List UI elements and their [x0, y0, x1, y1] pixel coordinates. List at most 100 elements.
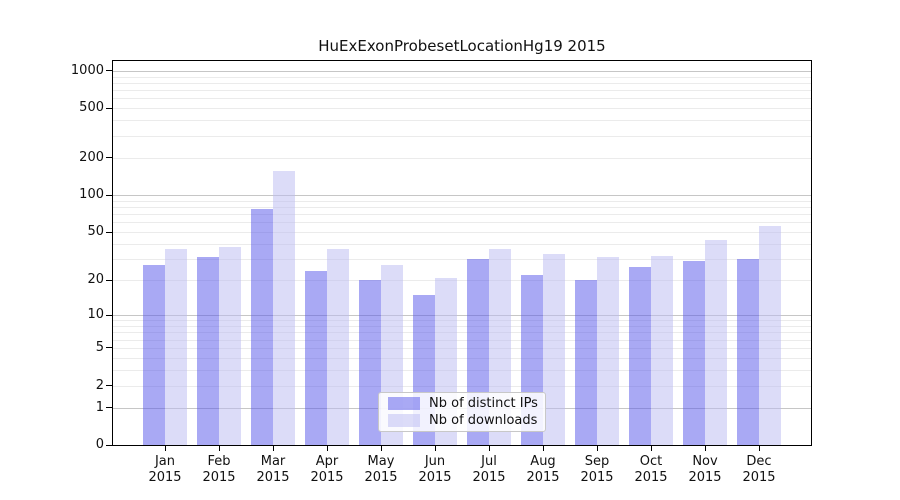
x-tick-label: Sep 2015	[580, 454, 614, 485]
gridline-minor	[113, 200, 811, 202]
x-tick	[434, 446, 436, 451]
gridline-minor	[113, 280, 811, 282]
x-tick-label: Feb 2015	[202, 454, 236, 485]
y-tick	[106, 279, 112, 281]
y-tick-label: 50	[87, 224, 104, 239]
y-tick-label: 100	[79, 187, 104, 202]
x-tick-label: Nov 2015	[688, 454, 722, 485]
legend: Nb of distinct IPs Nb of downloads	[378, 392, 546, 432]
gridline-minor	[113, 207, 811, 208]
y-tick	[106, 314, 112, 316]
bar-downloads	[327, 249, 349, 445]
legend-swatch-downloads	[388, 413, 420, 427]
y-tick-label: 2	[95, 377, 104, 393]
x-tick	[488, 446, 490, 451]
plot-area	[112, 60, 812, 446]
x-tick	[596, 446, 598, 451]
y-tick	[106, 347, 112, 349]
gridline-minor	[113, 369, 811, 371]
y-tick-label: 200	[79, 149, 104, 165]
y-tick-label: 1	[95, 399, 104, 415]
gridline-minor	[113, 347, 811, 349]
gridline-major	[113, 315, 811, 317]
x-tick	[704, 446, 706, 451]
gridline-minor	[113, 214, 811, 216]
x-tick-label: Oct 2015	[634, 454, 668, 485]
y-tick	[106, 157, 112, 159]
gridline-minor	[113, 222, 811, 224]
gridline-minor	[113, 232, 811, 233]
legend-label-downloads: Nb of downloads	[429, 412, 538, 428]
chart-title: HuExExonProbesetLocationHg19 2015	[318, 37, 606, 55]
legend-item-downloads: Nb of downloads	[388, 413, 539, 428]
bar-distinct-ips	[359, 280, 381, 445]
gridline-minor	[113, 135, 811, 137]
y-tick	[106, 231, 112, 233]
bar-downloads	[597, 257, 619, 445]
gridline-minor	[113, 90, 811, 92]
gridline-minor	[113, 332, 811, 334]
x-tick-label: Aug 2015	[526, 454, 560, 485]
gridline-minor	[113, 385, 811, 387]
y-tick	[106, 407, 112, 408]
bar-distinct-ips	[251, 209, 273, 445]
bar-distinct-ips	[197, 257, 219, 445]
gridline-minor	[113, 320, 811, 322]
bar-distinct-ips	[629, 266, 651, 445]
x-tick-label: Apr 2015	[310, 454, 344, 485]
x-tick	[650, 446, 652, 451]
y-tick	[106, 444, 112, 446]
legend-swatch-distinct-ips	[388, 397, 420, 411]
gridline-minor	[113, 326, 811, 327]
bar-distinct-ips	[143, 264, 165, 445]
bar-downloads	[219, 246, 241, 445]
bar-downloads	[759, 226, 781, 445]
x-tick	[272, 446, 274, 451]
legend-item-distinct-ips: Nb of distinct IPs	[388, 396, 539, 411]
x-tick-label: Jul 2015	[472, 454, 506, 485]
y-tick	[106, 385, 112, 386]
gridline-minor	[113, 259, 811, 260]
y-tick-label: 10	[87, 307, 104, 323]
x-tick-label: Mar 2015	[256, 454, 290, 485]
bar-distinct-ips	[305, 270, 327, 445]
gridline-minor	[113, 120, 811, 122]
bar-downloads	[165, 249, 187, 445]
bar-downloads	[705, 240, 727, 445]
gridline-minor	[113, 243, 811, 245]
gridline-minor	[113, 357, 811, 359]
gridline-major	[113, 70, 811, 72]
x-tick-label: May 2015	[364, 454, 398, 485]
bar-downloads	[273, 171, 295, 445]
gridline-minor	[113, 339, 811, 341]
y-tick-label: 0	[95, 437, 104, 452]
x-tick	[218, 446, 220, 451]
gridline-minor	[113, 98, 811, 100]
y-tick-label: 1000	[70, 62, 104, 78]
x-tick-label: Jan 2015	[148, 454, 182, 485]
y-tick-label: 500	[79, 100, 104, 116]
y-tick-label: 5	[95, 339, 104, 355]
x-tick	[380, 446, 382, 451]
gridline-minor	[113, 108, 811, 110]
y-tick	[106, 194, 112, 196]
x-tick	[758, 446, 760, 451]
bar-distinct-ips	[683, 260, 705, 445]
bar-distinct-ips	[737, 259, 759, 445]
gridline-minor	[113, 76, 811, 78]
y-tick	[106, 70, 112, 72]
gridline-major	[113, 195, 811, 196]
x-tick	[164, 446, 166, 451]
y-tick-label: 20	[87, 272, 104, 288]
x-tick-label: Jun 2015	[418, 454, 452, 485]
bar-downloads	[543, 254, 565, 445]
gridline-minor	[113, 82, 811, 84]
bar-downloads	[651, 255, 673, 445]
bar-distinct-ips	[575, 280, 597, 445]
legend-label-distinct-ips: Nb of distinct IPs	[429, 396, 538, 412]
x-tick-label: Dec 2015	[742, 454, 776, 485]
gridline-minor	[113, 157, 811, 159]
y-tick	[106, 107, 112, 109]
x-tick	[326, 446, 328, 451]
